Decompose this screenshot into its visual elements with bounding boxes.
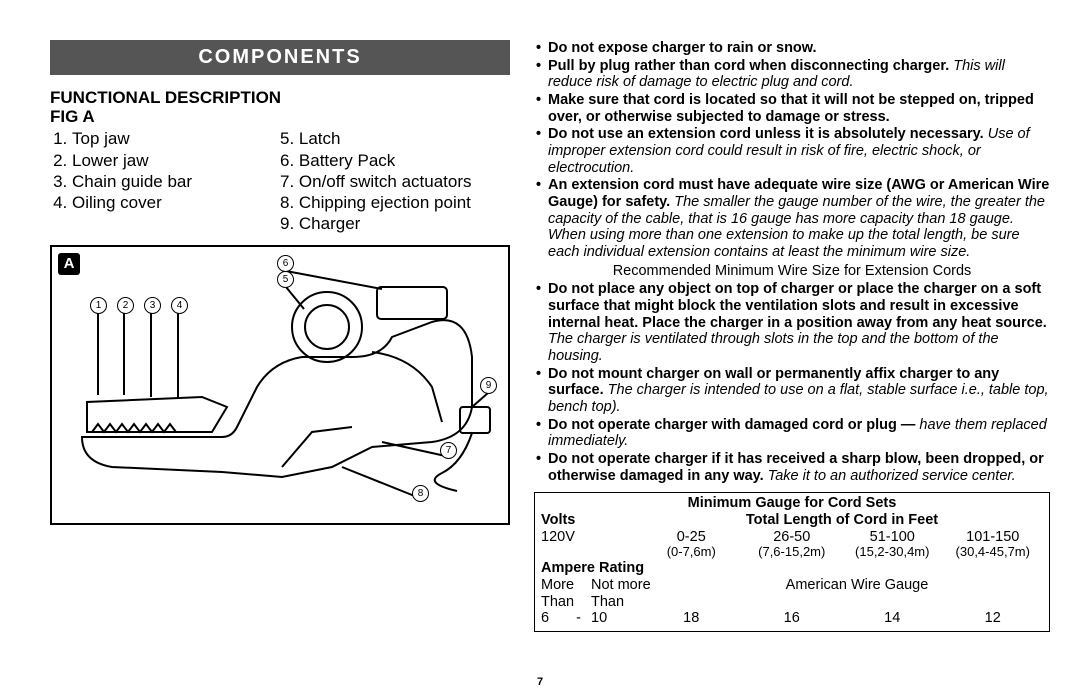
gauge-cell: 12 bbox=[943, 610, 1044, 627]
figure-callout: 2 bbox=[117, 297, 134, 314]
gauge-cell: 18 bbox=[641, 610, 742, 627]
awg-label: American Wire Gauge bbox=[671, 577, 1043, 594]
amp-dash: - bbox=[566, 610, 591, 627]
figure-callout: 3 bbox=[144, 297, 161, 314]
range-m-cell: (15,2-30,4m) bbox=[842, 545, 943, 560]
safety-bullet: Do not use an extension cord unless it i… bbox=[534, 126, 1050, 176]
gauge-table-title: Minimum Gauge for Cord Sets bbox=[541, 495, 1043, 512]
range-m-cell: (30,4-45,7m) bbox=[943, 545, 1044, 560]
range-m-cell: (0-7,6m) bbox=[641, 545, 742, 560]
safety-bullet: Do not place any object on top of charge… bbox=[534, 281, 1050, 364]
part-item: Oiling cover bbox=[72, 192, 280, 213]
figure-callout: 1 bbox=[90, 297, 107, 314]
page-number: 7 bbox=[0, 676, 1080, 688]
length-label: Total Length of Cord in Feet bbox=[641, 512, 1043, 529]
part-item: 6. Battery Pack bbox=[280, 150, 510, 171]
figure-callout: 8 bbox=[412, 485, 429, 502]
figure-a-box: A bbox=[50, 245, 510, 525]
bullet-italic: Take it to an authorized service center. bbox=[764, 468, 1016, 484]
range-cell: 26-50 bbox=[742, 529, 843, 546]
safety-bullet: Do not expose charger to rain or snow. bbox=[534, 40, 1050, 57]
bullet-bold: Do not use an extension cord unless it i… bbox=[548, 126, 984, 142]
volts-label: Volts bbox=[541, 512, 641, 529]
bullet-bold: Pull by plug rather than cord when disco… bbox=[548, 58, 949, 74]
part-item: Chain guide bar bbox=[72, 171, 280, 192]
figure-callout: 7 bbox=[440, 442, 457, 459]
than-label: Than bbox=[541, 594, 591, 611]
range-cell: 101-150 bbox=[943, 529, 1044, 546]
figure-callout: 6 bbox=[277, 255, 294, 272]
figure-callout: 5 bbox=[277, 271, 294, 288]
bullet-italic: The charger is ventilated through slots … bbox=[548, 331, 999, 364]
part-item: 8. Chipping ejection point bbox=[280, 192, 510, 213]
part-item: 5. Latch bbox=[280, 128, 510, 149]
tool-illustration bbox=[72, 267, 492, 517]
gauge-table: Minimum Gauge for Cord Sets Volts Total … bbox=[534, 492, 1050, 632]
bullet-bold: Make sure that cord is located so that i… bbox=[548, 92, 1034, 125]
bullet-bold: Do not expose charger to rain or snow. bbox=[548, 40, 817, 56]
part-item: Top jaw bbox=[72, 128, 280, 149]
func-title-line2: FIG A bbox=[50, 107, 95, 126]
ampere-rating-label: Ampere Rating bbox=[541, 560, 1043, 577]
safety-bullet: Do not mount charger on wall or permanen… bbox=[534, 366, 1050, 416]
range-cell: 51-100 bbox=[842, 529, 943, 546]
safety-bullet: Make sure that cord is located so that i… bbox=[534, 92, 1050, 125]
figure-callout: 9 bbox=[480, 377, 497, 394]
bullet-bold: Do not place any object on top of charge… bbox=[548, 281, 1047, 330]
parts-list: Top jaw Lower jaw Chain guide bar Oiling… bbox=[50, 128, 510, 234]
functional-desc-title: FUNCTIONAL DESCRIPTION FIG A bbox=[50, 89, 510, 126]
safety-bullet: An extension cord must have adequate wir… bbox=[534, 177, 1050, 260]
right-column: Do not expose charger to rain or snow. Pu… bbox=[534, 40, 1050, 632]
range-m-cell: (7,6-15,2m) bbox=[742, 545, 843, 560]
func-title-line1: FUNCTIONAL DESCRIPTION bbox=[50, 88, 281, 107]
amp-low: 6 bbox=[541, 610, 566, 627]
bullet-italic: The charger is intended to use on a flat… bbox=[548, 382, 1049, 415]
recommended-wire-line: Recommended Minimum Wire Size for Extens… bbox=[534, 263, 1050, 280]
safety-bullet: Do not operate charger if it has receive… bbox=[534, 451, 1050, 484]
gauge-cell: 14 bbox=[842, 610, 943, 627]
section-header: COMPONENTS bbox=[50, 40, 510, 75]
gauge-cell: 16 bbox=[742, 610, 843, 627]
than-label: Than bbox=[591, 594, 671, 611]
part-item: 9. Charger bbox=[280, 213, 510, 234]
figure-callout: 4 bbox=[171, 297, 188, 314]
bullet-bold: Do not operate charger with damaged cord… bbox=[548, 417, 915, 433]
range-cell: 0-25 bbox=[641, 529, 742, 546]
volts-value: 120V bbox=[541, 529, 641, 546]
part-item: Lower jaw bbox=[72, 150, 280, 171]
notmore-label: Not more bbox=[591, 577, 671, 594]
part-item: 7. On/off switch actuators bbox=[280, 171, 510, 192]
amp-high: 10 bbox=[591, 610, 641, 627]
more-label: More bbox=[541, 577, 591, 594]
safety-bullet: Do not operate charger with damaged cord… bbox=[534, 417, 1050, 450]
safety-bullet: Pull by plug rather than cord when disco… bbox=[534, 58, 1050, 91]
